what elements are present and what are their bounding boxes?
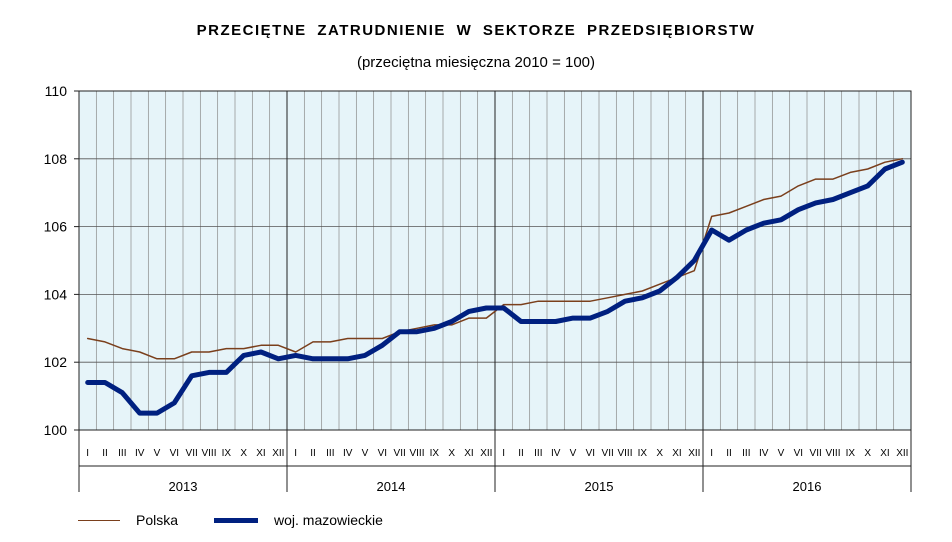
month-tick-label: VIII [201,448,216,459]
month-tick-label: III [118,448,126,459]
chart-title: PRZECIĘTNE ZATRUDNIENIE W SEKTORZE PRZED… [196,22,756,39]
month-tick-label: X [240,448,247,459]
month-tick-label: VII [810,448,822,459]
month-tick-label: XI [464,448,473,459]
y-tick-label: 108 [44,151,68,167]
month-tick-label: VI [586,448,595,459]
month-tick-label: II [102,448,108,459]
month-tick-label: V [778,448,785,459]
legend-label-mazowieckie: woj. mazowieckie [274,512,383,528]
month-tick-label: X [656,448,663,459]
month-tick-label: X [448,448,455,459]
month-tick-label: VIII [617,448,632,459]
month-tick-label: III [742,448,750,459]
year-label: 2013 [169,479,198,494]
month-tick-label: XII [480,448,492,459]
month-tick-label: III [534,448,542,459]
month-tick-label: XI [880,448,889,459]
month-tick-label: I [294,448,297,459]
month-tick-label: I [86,448,89,459]
month-tick-label: IV [759,448,769,459]
y-tick-label: 100 [44,422,68,438]
month-tick-label: II [310,448,316,459]
month-tick-label: VIII [409,448,424,459]
month-tick-label: V [362,448,369,459]
series-line-mazowieckie [85,159,905,416]
month-tick-label: XI [672,448,681,459]
month-tick-label: XI [256,448,265,459]
y-tick-label: 104 [44,286,68,302]
year-label: 2015 [585,479,614,494]
year-label: 2014 [377,479,406,494]
month-tick-label: VII [602,448,614,459]
month-tick-label: IV [343,448,353,459]
month-tick-label: II [518,448,524,459]
month-tick-label: IV [135,448,145,459]
month-tick-label: IX [638,448,648,459]
month-tick-label: VI [378,448,387,459]
legend-swatch-mazowieckie [214,518,258,523]
month-tick-label: III [326,448,334,459]
month-tick-label: VIII [825,448,840,459]
month-tick-label: IX [846,448,856,459]
month-tick-label: VI [170,448,179,459]
month-tick-label: IX [222,448,232,459]
series-line-polska [86,158,904,360]
month-tick-label: VI [794,448,803,459]
year-label: 2016 [793,479,822,494]
month-tick-label: V [570,448,577,459]
month-tick-label: II [726,448,732,459]
month-tick-label: I [710,448,713,459]
month-tick-label: I [502,448,505,459]
y-tick-label: 102 [44,354,68,370]
month-tick-label: IV [551,448,561,459]
plot-frame [78,90,912,431]
chart-subtitle: (przeciętna miesięczna 2010 = 100) [356,54,596,71]
month-tick-label: V [154,448,161,459]
month-tick-label: IX [430,448,440,459]
month-tick-label: X [864,448,871,459]
legend-swatch-polska [78,520,120,521]
y-tick-label: 110 [45,83,68,99]
month-tick-label: XII [272,448,284,459]
month-tick-label: XII [896,448,908,459]
month-tick-label: XII [688,448,700,459]
month-tick-label: VII [394,448,406,459]
month-tick-label: VII [186,448,198,459]
y-tick-label: 106 [44,219,68,235]
legend-label-polska: Polska [136,512,179,528]
